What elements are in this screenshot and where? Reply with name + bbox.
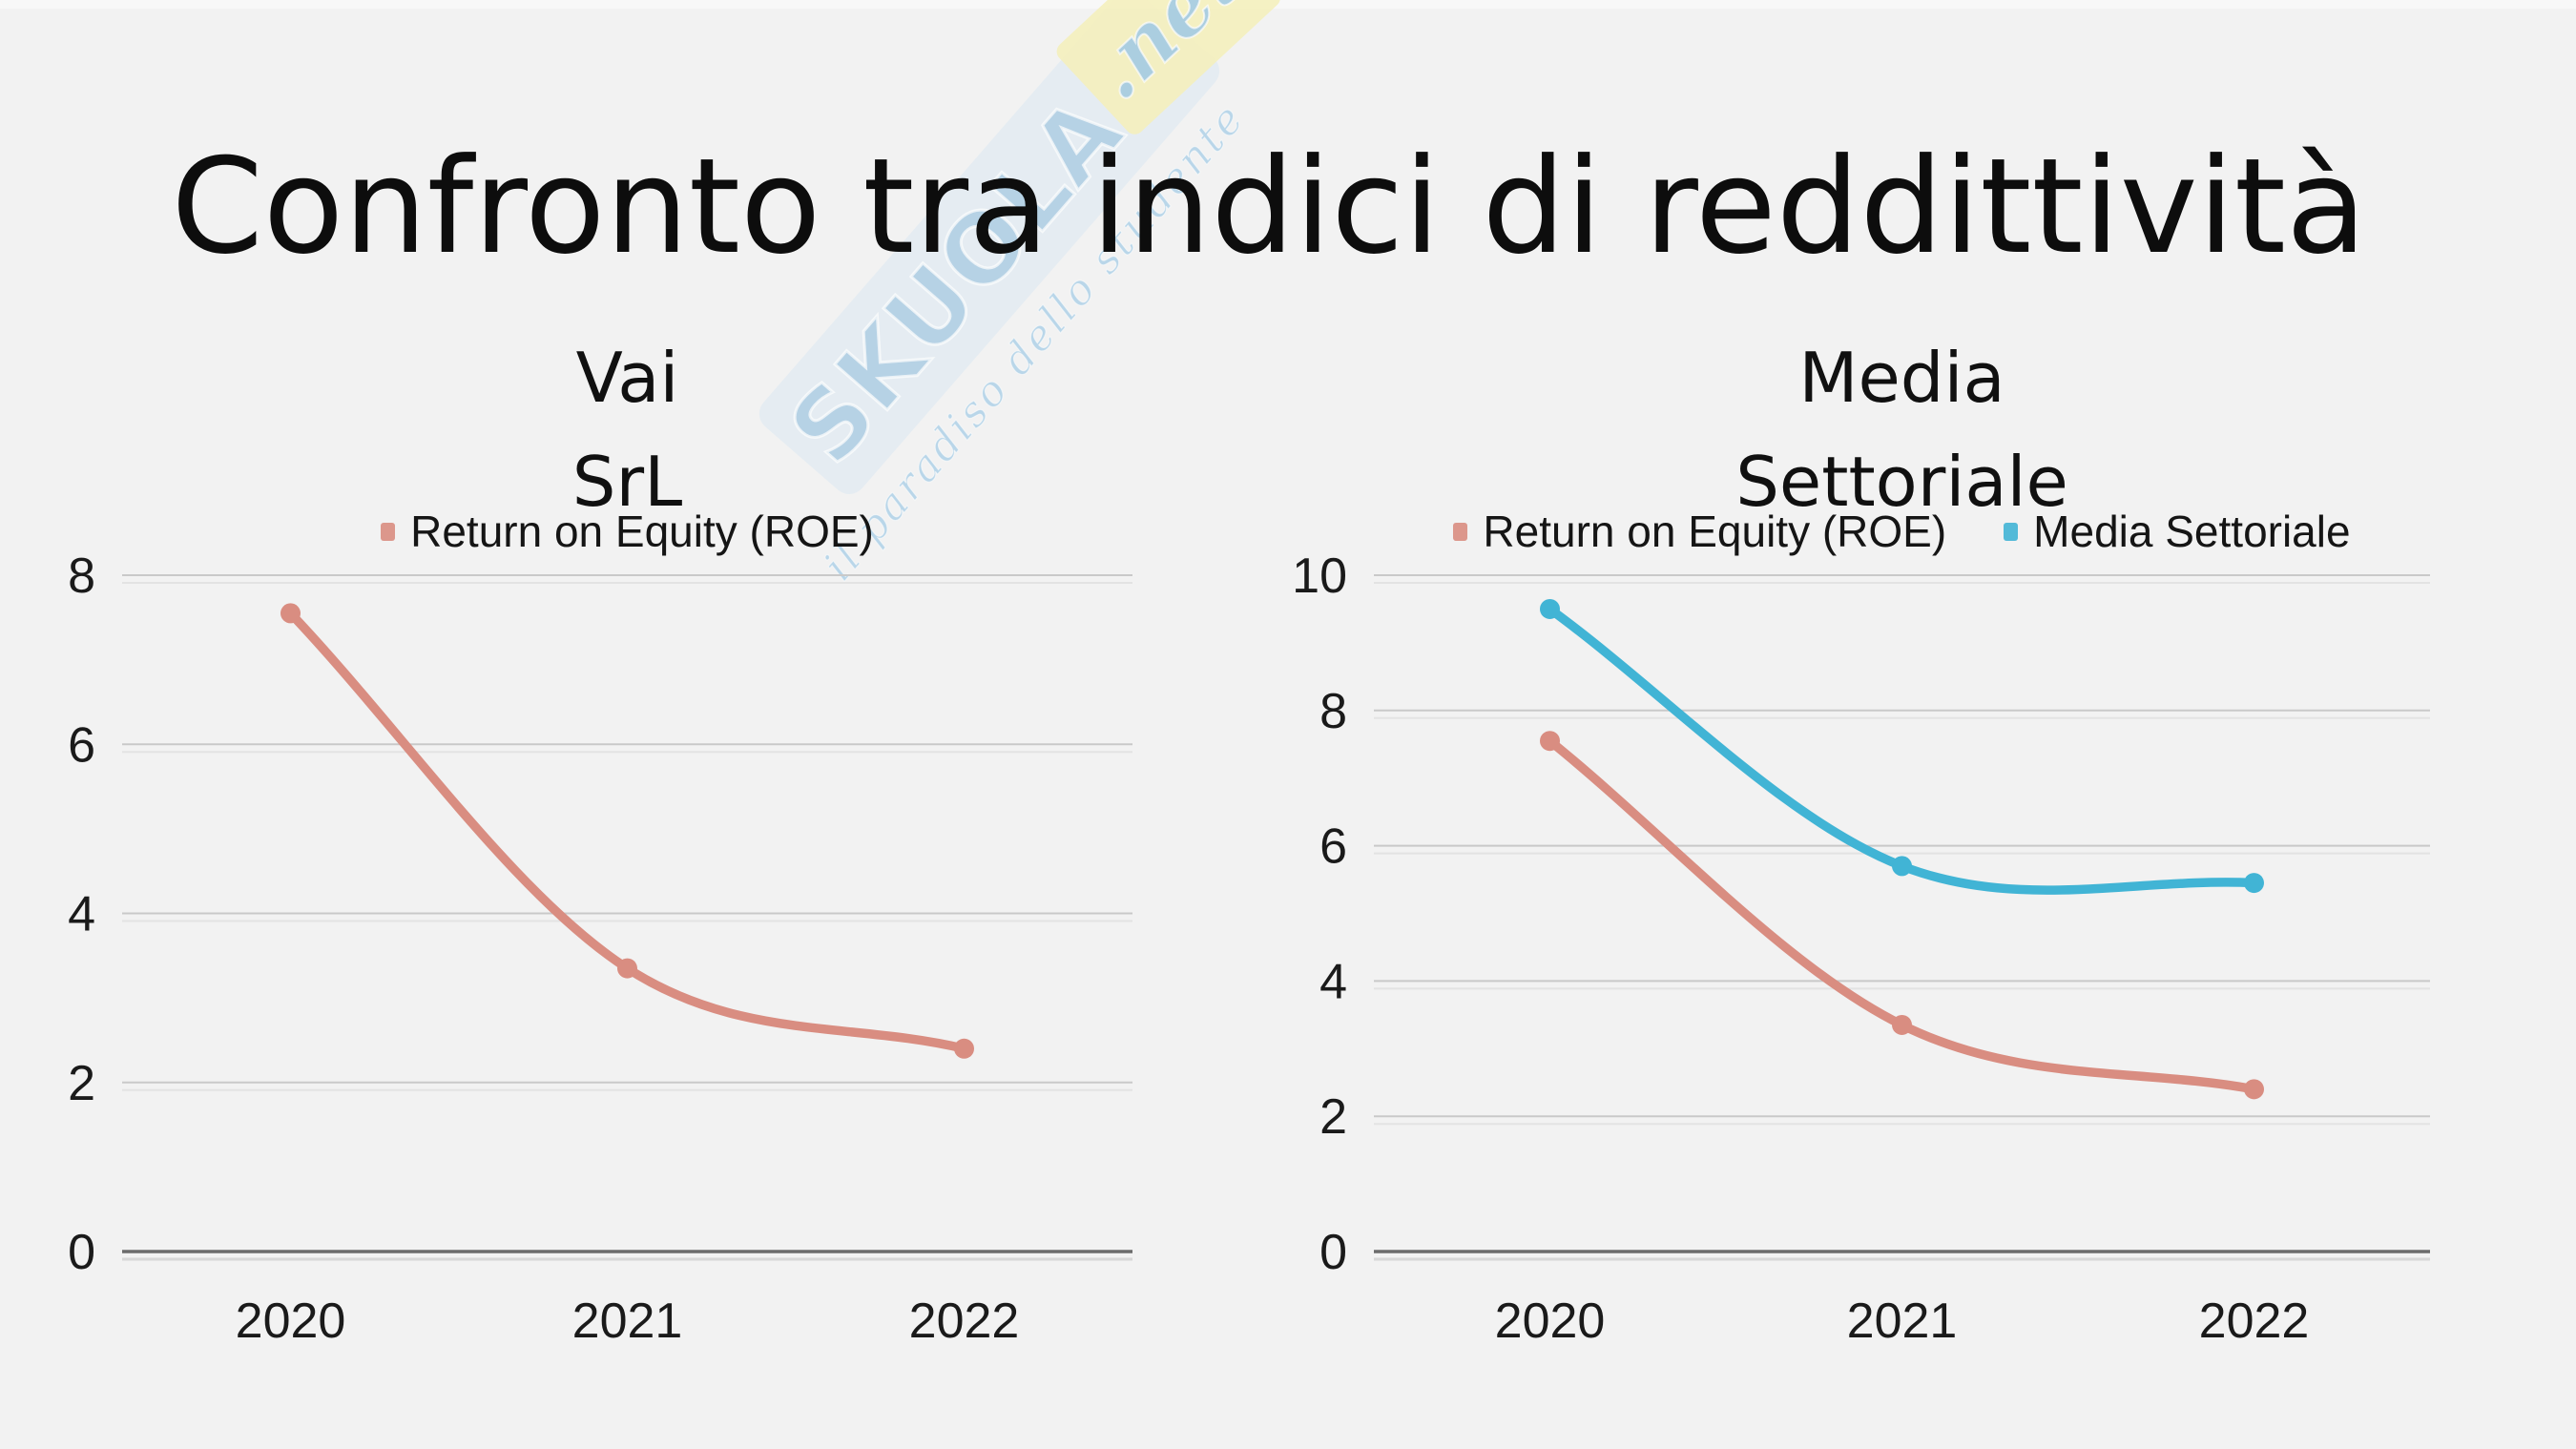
y-tick-label: 6	[68, 717, 95, 773]
series-line	[285, 609, 969, 1054]
y-tick-label: 0	[68, 1225, 95, 1280]
legend-item-roe: Return on Equity (ROE)	[381, 506, 874, 557]
legend-left: Return on Equity (ROE)	[122, 506, 1132, 557]
chart-title-left-line2: SrL	[571, 442, 683, 522]
data-point-marker	[617, 958, 637, 979]
series-line	[1545, 604, 2259, 895]
data-point-marker	[2244, 873, 2264, 894]
legend-item-roe-right: Return on Equity (ROE)	[1453, 506, 1946, 557]
x-axis-label: 2021	[572, 1294, 683, 1349]
y-tick-label: 6	[1319, 819, 1347, 875]
y-tick-label: 0	[1319, 1225, 1347, 1280]
data-point-marker	[1892, 1014, 1912, 1035]
x-axis-label: 2022	[2199, 1294, 2310, 1349]
legend-swatch-roe-right	[1453, 522, 1468, 541]
x-axis-label: 2022	[909, 1294, 1020, 1349]
legend-label-roe-right: Return on Equity (ROE)	[1483, 507, 1947, 556]
data-point-marker	[280, 603, 301, 624]
y-tick-label: 2	[68, 1056, 95, 1111]
y-tick-label: 10	[1292, 549, 1347, 604]
data-point-marker	[954, 1038, 974, 1059]
data-point-marker	[1540, 731, 1560, 752]
y-tick-label: 4	[68, 887, 95, 942]
chart-title-right-line2: Settoriale	[1735, 442, 2068, 522]
x-axis-label: 2021	[1847, 1294, 1958, 1349]
data-point-marker	[2244, 1079, 2264, 1100]
data-point-marker	[1892, 856, 1912, 877]
top-edge-strip	[0, 0, 2576, 9]
data-point-marker	[1540, 598, 1560, 619]
y-tick-label: 8	[68, 549, 95, 604]
legend-swatch-media	[2004, 522, 2019, 541]
y-tick-label: 4	[1319, 954, 1347, 1009]
legend-right: Return on Equity (ROE) Media Settoriale	[1374, 506, 2430, 557]
y-tick-label: 8	[1319, 684, 1347, 739]
page-title: Confronto tra indici di reddittività	[171, 130, 2367, 283]
y-tick-label: 2	[1319, 1089, 1347, 1145]
chart-title-left-line1: Vai	[575, 338, 679, 418]
legend-item-media: Media Settoriale	[2004, 506, 2351, 557]
chart-title-right-line1: Media	[1798, 338, 2005, 418]
legend-label-media: Media Settoriale	[2033, 507, 2351, 556]
legend-label-roe: Return on Equity (ROE)	[410, 507, 874, 556]
legend-swatch-roe	[381, 522, 396, 541]
chart-title-left: Vai SrL	[122, 326, 1132, 534]
chart-title-right: Media Settoriale	[1374, 326, 2430, 534]
x-axis-label: 2020	[1495, 1294, 1606, 1349]
series-line	[1545, 735, 2259, 1094]
x-axis-label: 2020	[236, 1294, 346, 1349]
